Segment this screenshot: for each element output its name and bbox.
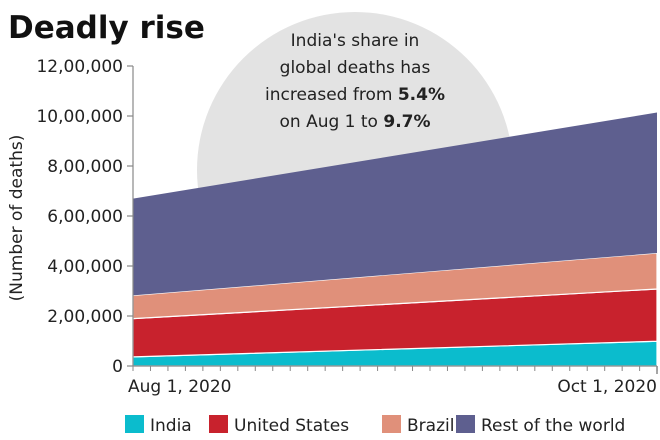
y-tick-label: 0 (112, 357, 123, 377)
legend-label: India (150, 416, 192, 436)
axes: 0 2,00,000 4,00,000 6,00,000 8,00,000 10,00,0… (36, 57, 658, 397)
y-tick-label: 2,00,000 (47, 307, 123, 327)
legend-label: Brazil (407, 416, 454, 436)
annotation-value-oct: 9.7% (383, 112, 430, 132)
annotation-line-2: global deaths has (280, 58, 431, 78)
legend-swatch (209, 415, 228, 433)
x-tick-label: Oct 1, 2020 (557, 377, 657, 397)
legend-label: United States (234, 416, 349, 436)
annotation-line-3-text: increased from (265, 85, 398, 105)
legend-item-brazil: Brazil (382, 415, 454, 436)
y-tick-label: 4,00,000 (47, 257, 123, 277)
y-axis-label: (Number of deaths) (7, 135, 27, 302)
area-rest-of-the-world (133, 112, 657, 296)
legend-item-rest-of-the-world: Rest of the world (456, 415, 625, 436)
stacked-areas (132, 112, 658, 367)
legend-swatch (382, 415, 401, 433)
y-tick-label: 6,00,000 (47, 207, 123, 227)
legend-label: Rest of the world (481, 416, 625, 436)
annotation-text: India's share in global deaths has incre… (265, 31, 445, 132)
y-tick-label: 8,00,000 (47, 157, 123, 177)
annotation-value-aug: 5.4% (398, 85, 445, 105)
legend-swatch (125, 415, 144, 433)
y-tick-label: 12,00,000 (36, 57, 123, 77)
x-tick-label: Aug 1, 2020 (128, 377, 232, 397)
y-tick-label: 10,00,000 (36, 107, 123, 127)
annotation-line-3: increased from 5.4% (265, 85, 445, 105)
chart-title: Deadly rise (8, 10, 205, 46)
legend-item-india: India (125, 415, 192, 436)
annotation-line-1: India's share in (291, 31, 420, 51)
annotation-line-4-text: on Aug 1 to (279, 112, 383, 132)
legend-swatch (456, 415, 475, 433)
legend: India United States Brazil Rest of the worl… (125, 415, 625, 436)
annotation-line-4: on Aug 1 to 9.7% (279, 112, 430, 132)
legend-item-united-states: United States (209, 415, 349, 436)
